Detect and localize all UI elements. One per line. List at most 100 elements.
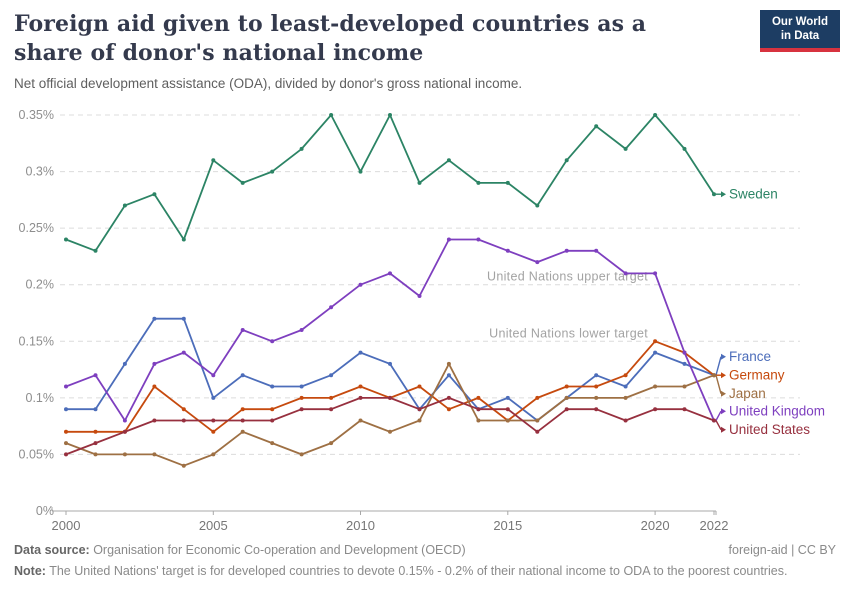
data-point-united-kingdom[interactable] — [535, 260, 540, 265]
line-chart-canvas[interactable]: 0% 0.05% 0.1% 0.15% 0.2% 0.25% 0.3% 0.35% 2000 20… — [0, 100, 850, 545]
data-point-japan[interactable] — [64, 441, 68, 446]
data-point-united-kingdom[interactable] — [594, 248, 599, 253]
data-point-france[interactable] — [299, 384, 304, 389]
data-point-sweden[interactable] — [505, 180, 510, 185]
data-point-japan[interactable] — [476, 418, 481, 423]
data-point-japan[interactable] — [712, 373, 716, 378]
data-point-germany[interactable] — [152, 384, 157, 389]
chart-area[interactable]: 0% 0.05% 0.1% 0.15% 0.2% 0.25% 0.3% 0.35% 2000 20… — [0, 100, 850, 545]
data-point-united-states[interactable] — [329, 407, 334, 412]
license-link[interactable]: foreign-aid | CC BY — [728, 543, 836, 557]
data-point-japan[interactable] — [299, 452, 304, 457]
data-point-germany[interactable] — [329, 395, 334, 400]
data-point-france[interactable] — [682, 361, 687, 366]
data-point-united-kingdom[interactable] — [682, 350, 687, 355]
data-point-france[interactable] — [122, 361, 127, 366]
data-point-germany[interactable] — [564, 384, 569, 389]
series-line-germany[interactable] — [66, 340, 715, 433]
data-point-united-states[interactable] — [388, 395, 392, 400]
data-point-france[interactable] — [653, 350, 658, 355]
data-point-germany[interactable] — [64, 429, 68, 434]
data-point-japan[interactable] — [417, 418, 422, 423]
data-point-france[interactable] — [270, 384, 275, 389]
data-point-germany[interactable] — [270, 407, 275, 412]
data-point-united-states[interactable] — [270, 418, 275, 423]
data-point-germany[interactable] — [476, 395, 481, 400]
entity-label-germany[interactable]: Germany — [729, 368, 785, 383]
data-point-united-kingdom[interactable] — [152, 361, 157, 366]
data-point-united-kingdom[interactable] — [93, 373, 98, 378]
data-point-japan[interactable] — [505, 418, 510, 423]
data-point-germany[interactable] — [240, 407, 245, 412]
data-point-sweden[interactable] — [682, 146, 687, 151]
data-point-sweden[interactable] — [181, 237, 186, 242]
data-point-japan[interactable] — [535, 418, 540, 423]
data-point-united-states[interactable] — [64, 452, 68, 457]
data-point-united-states[interactable] — [417, 407, 422, 412]
data-point-united-kingdom[interactable] — [476, 237, 481, 242]
entity-label-france[interactable]: France — [729, 349, 771, 364]
data-point-united-states[interactable] — [446, 395, 451, 400]
data-point-germany[interactable] — [623, 373, 628, 378]
data-point-france[interactable] — [358, 350, 363, 355]
data-point-germany[interactable] — [299, 395, 304, 400]
data-point-sweden[interactable] — [564, 158, 569, 163]
data-point-sweden[interactable] — [152, 192, 157, 197]
data-point-japan[interactable] — [240, 429, 245, 434]
data-point-united-kingdom[interactable] — [211, 373, 216, 378]
series-sweden[interactable]: Sweden — [64, 113, 778, 253]
data-point-sweden[interactable] — [712, 192, 716, 197]
series-line-united-states[interactable] — [65, 396, 715, 456]
data-point-france[interactable] — [594, 373, 599, 378]
data-point-japan[interactable] — [388, 429, 392, 434]
data-point-united-kingdom[interactable] — [417, 294, 422, 298]
data-point-sweden[interactable] — [270, 169, 275, 174]
data-point-sweden[interactable] — [329, 113, 334, 117]
data-point-united-kingdom[interactable] — [653, 271, 658, 276]
data-point-france[interactable] — [181, 316, 186, 321]
data-point-sweden[interactable] — [299, 146, 304, 151]
data-point-united-kingdom[interactable] — [505, 248, 510, 253]
data-point-united-kingdom[interactable] — [623, 271, 628, 276]
series-japan[interactable]: Japan — [64, 361, 766, 468]
data-point-sweden[interactable] — [211, 158, 216, 163]
data-point-france[interactable] — [64, 407, 68, 412]
data-point-germany[interactable] — [594, 384, 599, 389]
data-point-sweden[interactable] — [64, 237, 68, 242]
data-point-united-states[interactable] — [535, 429, 540, 434]
data-point-germany[interactable] — [446, 407, 451, 412]
data-point-france[interactable] — [211, 395, 216, 400]
data-point-sweden[interactable] — [594, 124, 599, 129]
data-point-united-kingdom[interactable] — [270, 339, 275, 344]
data-point-united-states[interactable] — [240, 418, 245, 423]
data-point-france[interactable] — [93, 407, 98, 412]
data-point-japan[interactable] — [623, 395, 628, 400]
series-france[interactable]: France — [64, 316, 771, 423]
data-point-united-states[interactable] — [712, 418, 716, 423]
data-point-sweden[interactable] — [240, 180, 245, 185]
data-point-japan[interactable] — [181, 463, 186, 468]
data-point-united-states[interactable] — [564, 407, 569, 412]
data-point-united-states[interactable] — [181, 418, 186, 423]
data-point-united-states[interactable] — [505, 407, 510, 412]
data-point-sweden[interactable] — [417, 180, 422, 185]
entity-label-sweden[interactable]: Sweden — [729, 187, 778, 202]
data-point-japan[interactable] — [270, 441, 275, 446]
entity-label-united-kingdom[interactable]: United Kingdom — [729, 404, 825, 419]
data-point-sweden[interactable] — [388, 113, 392, 117]
data-point-sweden[interactable] — [446, 158, 451, 163]
data-point-japan[interactable] — [93, 452, 98, 457]
data-point-japan[interactable] — [594, 395, 599, 400]
data-point-united-states[interactable] — [653, 407, 658, 412]
data-point-united-states[interactable] — [623, 418, 628, 423]
data-point-japan[interactable] — [211, 452, 216, 457]
entity-label-japan[interactable]: Japan — [729, 386, 766, 401]
series-united-kingdom[interactable]: United Kingdom — [64, 237, 825, 423]
data-point-united-states[interactable] — [358, 395, 363, 400]
data-point-germany[interactable] — [358, 384, 363, 389]
entity-label-united-states[interactable]: United States — [729, 422, 810, 437]
data-point-france[interactable] — [240, 373, 245, 378]
data-point-united-states[interactable] — [594, 407, 599, 412]
data-point-united-kingdom[interactable] — [64, 384, 68, 389]
data-point-united-kingdom[interactable] — [122, 418, 127, 423]
